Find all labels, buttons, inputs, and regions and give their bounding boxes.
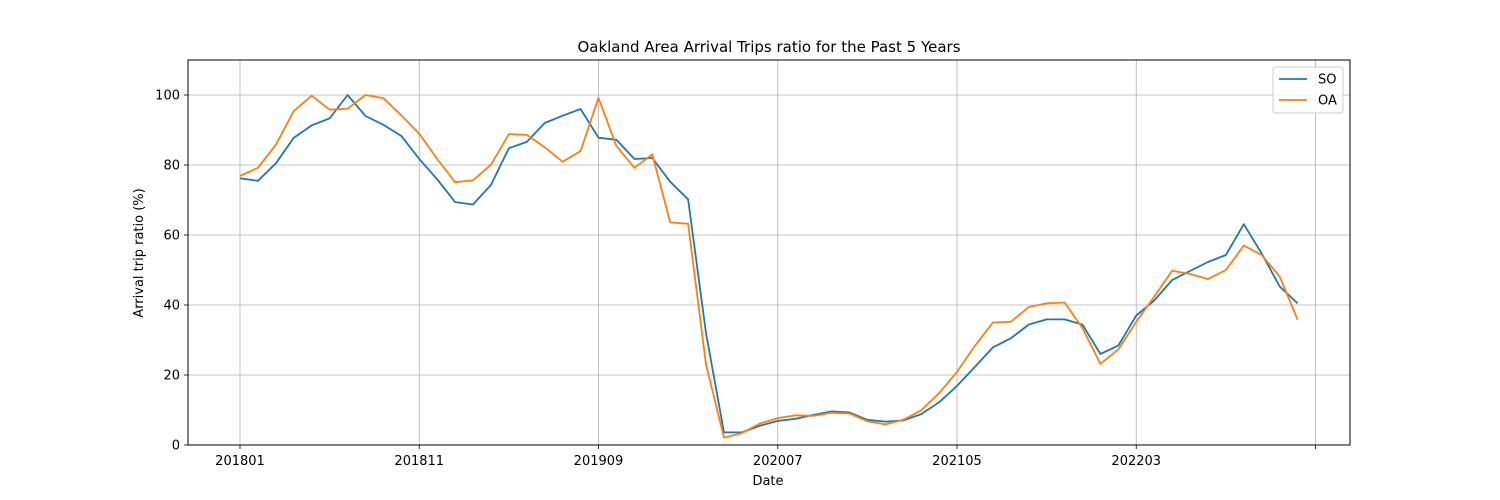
x-axis-label: Date bbox=[752, 474, 783, 489]
x-tick-label: 201811 bbox=[394, 454, 444, 469]
y-tick-label: 40 bbox=[163, 299, 180, 314]
x-tick-label: 202007 bbox=[753, 454, 803, 469]
x-tick-label: 202105 bbox=[932, 454, 982, 469]
legend: SO OA bbox=[1272, 66, 1344, 114]
y-tick-label: 80 bbox=[163, 159, 180, 174]
y-axis-label: Arrival trip ratio (%) bbox=[132, 188, 147, 317]
series-line-so bbox=[239, 94, 1299, 434]
axis-ticks: 201801 201811 201909 202007 202105 202203 0 20 4… bbox=[155, 89, 1316, 469]
y-tick-label: 20 bbox=[163, 369, 180, 384]
x-tick-label: 201909 bbox=[574, 454, 624, 469]
x-tick-label: 201801 bbox=[215, 454, 265, 469]
series-line-oa bbox=[239, 94, 1299, 439]
x-tick-label: 202203 bbox=[1111, 454, 1161, 469]
legend-label-oa: OA bbox=[1318, 94, 1337, 109]
grid-lines bbox=[188, 60, 1350, 446]
series-lines bbox=[239, 94, 1299, 439]
chart-title: Oakland Area Arrival Trips ratio for the… bbox=[577, 38, 960, 56]
plot-frame bbox=[187, 59, 1351, 446]
y-tick-label: 0 bbox=[172, 439, 180, 454]
y-tick-label: 100 bbox=[155, 89, 180, 104]
legend-label-so: SO bbox=[1318, 73, 1336, 88]
y-tick-label: 60 bbox=[163, 229, 180, 244]
